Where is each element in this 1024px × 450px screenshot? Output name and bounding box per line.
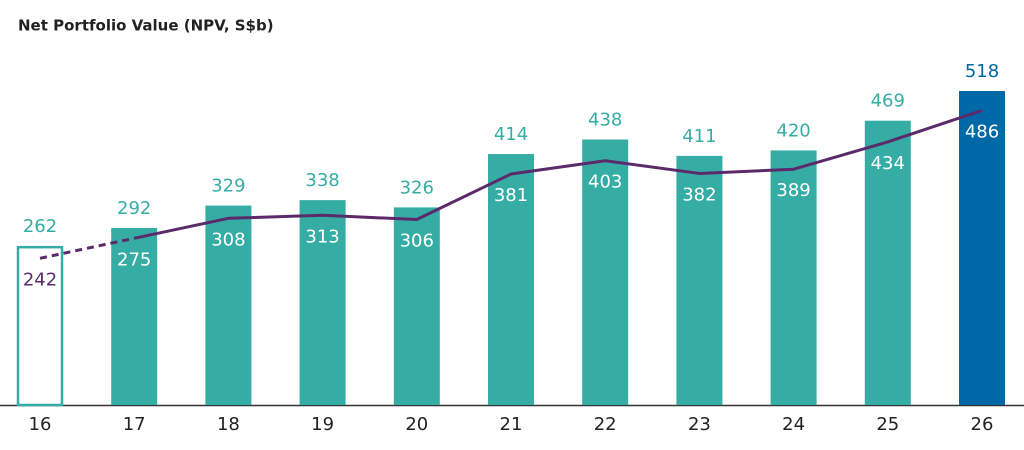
x-tick-label: 23 — [688, 414, 711, 435]
line-value-label: 389 — [776, 180, 810, 201]
bar-value-label: 469 — [871, 91, 905, 112]
x-tick-label: 17 — [123, 414, 146, 435]
line-value-label: 382 — [682, 184, 716, 205]
line-value-label: 306 — [400, 231, 434, 252]
bar-value-label: 326 — [400, 177, 434, 198]
x-tick-label: 24 — [782, 414, 805, 435]
bar — [393, 207, 440, 405]
x-tick-label: 16 — [29, 414, 52, 435]
x-tick-label: 26 — [971, 414, 994, 435]
line-segment-dashed — [39, 236, 135, 260]
x-tick-label: 19 — [311, 414, 334, 435]
bar-value-label: 438 — [588, 109, 622, 130]
bar — [111, 227, 158, 405]
bar-value-label: 262 — [23, 216, 57, 237]
bar — [488, 154, 534, 405]
bar-value-label: 411 — [682, 126, 716, 147]
line-value-label: 403 — [588, 172, 622, 193]
bar-value-label: 338 — [305, 170, 339, 191]
bar — [770, 150, 817, 405]
line-value-label: 486 — [965, 121, 999, 142]
line-value-label: 242 — [23, 269, 57, 290]
bar — [299, 200, 346, 405]
bar — [676, 155, 723, 405]
line-value-label: 308 — [211, 229, 245, 250]
bar-value-label: 518 — [965, 61, 999, 82]
x-tick-label: 20 — [405, 414, 428, 435]
x-tick-label: 21 — [500, 414, 523, 435]
bar — [205, 205, 252, 405]
line-value-label: 313 — [305, 226, 339, 247]
chart-title: Net Portfolio Value (NPV, S$b) — [18, 17, 274, 35]
line-value-label: 275 — [117, 249, 151, 270]
bar — [959, 91, 1005, 405]
bar-value-label: 414 — [494, 124, 528, 145]
bar — [864, 120, 911, 406]
line — [133, 108, 983, 240]
bar — [16, 245, 64, 407]
bar-value-label: 420 — [776, 120, 810, 141]
bar — [582, 139, 629, 405]
x-tick-label: 22 — [594, 414, 617, 435]
bar-value-label: 292 — [117, 198, 151, 219]
x-tick-label: 18 — [217, 414, 240, 435]
line-value-label: 381 — [494, 185, 528, 206]
bar-value-label: 329 — [211, 176, 245, 197]
x-tick-label: 25 — [876, 414, 899, 435]
line-value-label: 434 — [871, 153, 905, 174]
